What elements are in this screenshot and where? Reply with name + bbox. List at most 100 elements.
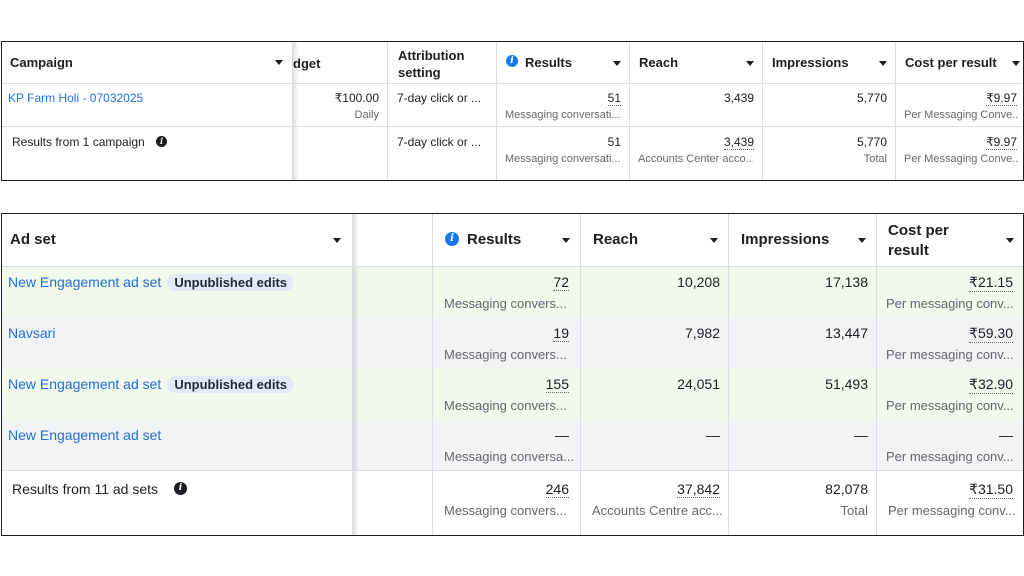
info-circle-icon[interactable]: i	[156, 136, 167, 147]
info-circle-icon[interactable]: i	[506, 55, 518, 67]
caret-down-icon[interactable]	[710, 238, 718, 243]
impressions-value: —	[854, 427, 868, 443]
caret-down-icon[interactable]	[275, 60, 283, 65]
column-header-label: Impressions	[741, 231, 830, 248]
caret-down-icon[interactable]	[1012, 61, 1020, 66]
adset-name-link[interactable]: New Engagement ad set	[8, 427, 162, 443]
table-row[interactable]: KP Farm Holi - 07032025 ₹100.00 Daily 7-…	[2, 84, 1023, 126]
cost-value[interactable]: ₹9.97	[986, 135, 1017, 150]
summary-row: Results from 11 ad sets i 246 Messaging …	[2, 471, 1023, 535]
table-row[interactable]: New Engagement ad set Unpublished edits 1…	[2, 369, 1023, 420]
column-header-attribution[interactable]: Attribution setting	[388, 42, 496, 83]
column-header-label: Reach	[639, 55, 679, 70]
column-header-results[interactable]: i Results	[433, 214, 580, 266]
column-header-reach[interactable]: Reach	[581, 214, 728, 266]
column-header-label: Cost per result	[888, 222, 949, 259]
impressions-subtext: Total	[840, 503, 868, 518]
results-value[interactable]: 72	[553, 274, 569, 291]
cost-value[interactable]: ₹32.90	[969, 376, 1013, 394]
cost-subtext: Per Messaging Conve...	[904, 153, 1019, 165]
caret-down-icon[interactable]	[613, 61, 621, 66]
cost-subtext: Per messaging conv...	[886, 449, 1014, 464]
cost-value[interactable]: ₹9.97	[986, 91, 1017, 106]
budget-value: ₹100.00	[334, 91, 379, 105]
results-value[interactable]: 246	[545, 481, 569, 498]
results-subtext: Messaging convers...	[444, 296, 567, 311]
reach-value: 3,439	[723, 91, 754, 105]
adset-name-link[interactable]: New Engagement ad set	[8, 376, 162, 392]
column-header-label: Results	[525, 55, 572, 70]
caret-down-icon[interactable]	[746, 61, 754, 66]
budget-subtext: Daily	[354, 109, 379, 121]
impressions-value: 13,447	[825, 325, 868, 341]
cost-value[interactable]: ₹59.30	[969, 325, 1013, 343]
caret-down-icon[interactable]	[858, 238, 866, 243]
column-header-budget[interactable]: dget	[293, 42, 387, 83]
summary-label: Results from 1 campaign	[12, 135, 145, 149]
table-row[interactable]: New Engagement ad set — Messaging conver…	[2, 420, 1023, 470]
adset-header-row: Ad set i Results Reach Impressions Cost …	[2, 214, 1023, 266]
column-header-label: Cost per result	[905, 55, 997, 70]
cost-subtext: Per messaging conv...	[886, 347, 1014, 362]
reach-value[interactable]: 3,439	[723, 135, 754, 150]
impressions-value: 82,078	[825, 481, 868, 497]
adset-name-link[interactable]: New Engagement ad set	[8, 274, 162, 290]
cost-subtext: Per Messaging Conve...	[904, 109, 1019, 121]
caret-down-icon[interactable]	[562, 238, 570, 243]
column-header-reach[interactable]: Reach	[630, 42, 762, 83]
campaign-table: Campaign dget Attribution setting i Resu…	[1, 41, 1024, 181]
results-subtext: Messaging conversa...	[444, 449, 574, 464]
results-value: —	[555, 427, 569, 443]
cost-subtext: Per messaging conv...	[886, 296, 1014, 311]
results-value[interactable]: 155	[545, 376, 569, 393]
caret-down-icon[interactable]	[1006, 238, 1014, 243]
reach-subtext: Accounts Centre acc...	[592, 503, 722, 518]
column-header-cost[interactable]: Cost per result	[896, 42, 1023, 83]
reach-value: 7,982	[684, 325, 720, 341]
caret-down-icon[interactable]	[333, 238, 341, 243]
results-subtext: Messaging conversati...	[505, 153, 620, 165]
attribution-value: 7-day click or ...	[397, 135, 482, 149]
impressions-value: 51,493	[825, 376, 868, 392]
info-circle-icon[interactable]: i	[174, 482, 187, 495]
results-subtext: Messaging conversati...	[505, 109, 620, 121]
results-subtext: Messaging convers...	[444, 347, 567, 362]
reach-value: —	[706, 427, 720, 443]
column-header-label: dget	[293, 56, 321, 71]
table-row[interactable]: New Engagement ad set Unpublished edits 7…	[2, 267, 1023, 318]
cost-value[interactable]: ₹31.50	[969, 481, 1013, 499]
cost-value[interactable]: ₹21.15	[969, 274, 1013, 292]
column-header-label: Ad set	[10, 231, 56, 248]
attribution-value: 7-day click or ...	[397, 91, 482, 105]
caret-down-icon[interactable]	[879, 61, 887, 66]
cost-subtext: Per messaging conv...	[888, 503, 1016, 518]
results-value[interactable]: 19	[553, 325, 569, 342]
impressions-value: 17,138	[825, 274, 868, 290]
results-subtext: Messaging convers...	[444, 398, 567, 413]
column-header-cost[interactable]: Cost per result	[877, 214, 1023, 266]
results-value: 51	[607, 135, 621, 149]
campaign-header-row: Campaign dget Attribution setting i Resu…	[2, 42, 1023, 83]
impressions-value: 5,770	[856, 135, 887, 149]
adset-name-link[interactable]: Navsari	[8, 325, 56, 341]
unpublished-badge: Unpublished edits	[167, 376, 294, 393]
column-header-impressions[interactable]: Impressions	[763, 42, 895, 83]
summary-label: Results from 11 ad sets	[12, 481, 159, 497]
table-row[interactable]: Navsari 19 Messaging convers... 7,982 13…	[2, 318, 1023, 369]
column-header-adset[interactable]: Ad set	[2, 214, 352, 266]
cost-value: —	[999, 427, 1013, 443]
adset-table: Ad set i Results Reach Impressions Cost …	[1, 213, 1024, 536]
results-value[interactable]: 51	[607, 91, 621, 106]
reach-subtext: Accounts Center acco...	[638, 153, 753, 165]
reach-value[interactable]: 37,842	[677, 481, 720, 498]
column-header-label: Attribution setting	[398, 48, 465, 80]
column-header-results[interactable]: i Results	[497, 42, 629, 83]
column-header-campaign[interactable]: Campaign	[2, 42, 292, 83]
info-circle-icon[interactable]: i	[445, 232, 459, 246]
cost-subtext: Per messaging conv...	[886, 398, 1014, 413]
column-header-impressions[interactable]: Impressions	[729, 214, 876, 266]
results-subtext: Messaging convers...	[444, 503, 567, 518]
campaign-name-link[interactable]: KP Farm Holi - 07032025	[8, 91, 144, 105]
impressions-value: 5,770	[856, 91, 887, 105]
impressions-subtext: Total	[863, 153, 887, 165]
